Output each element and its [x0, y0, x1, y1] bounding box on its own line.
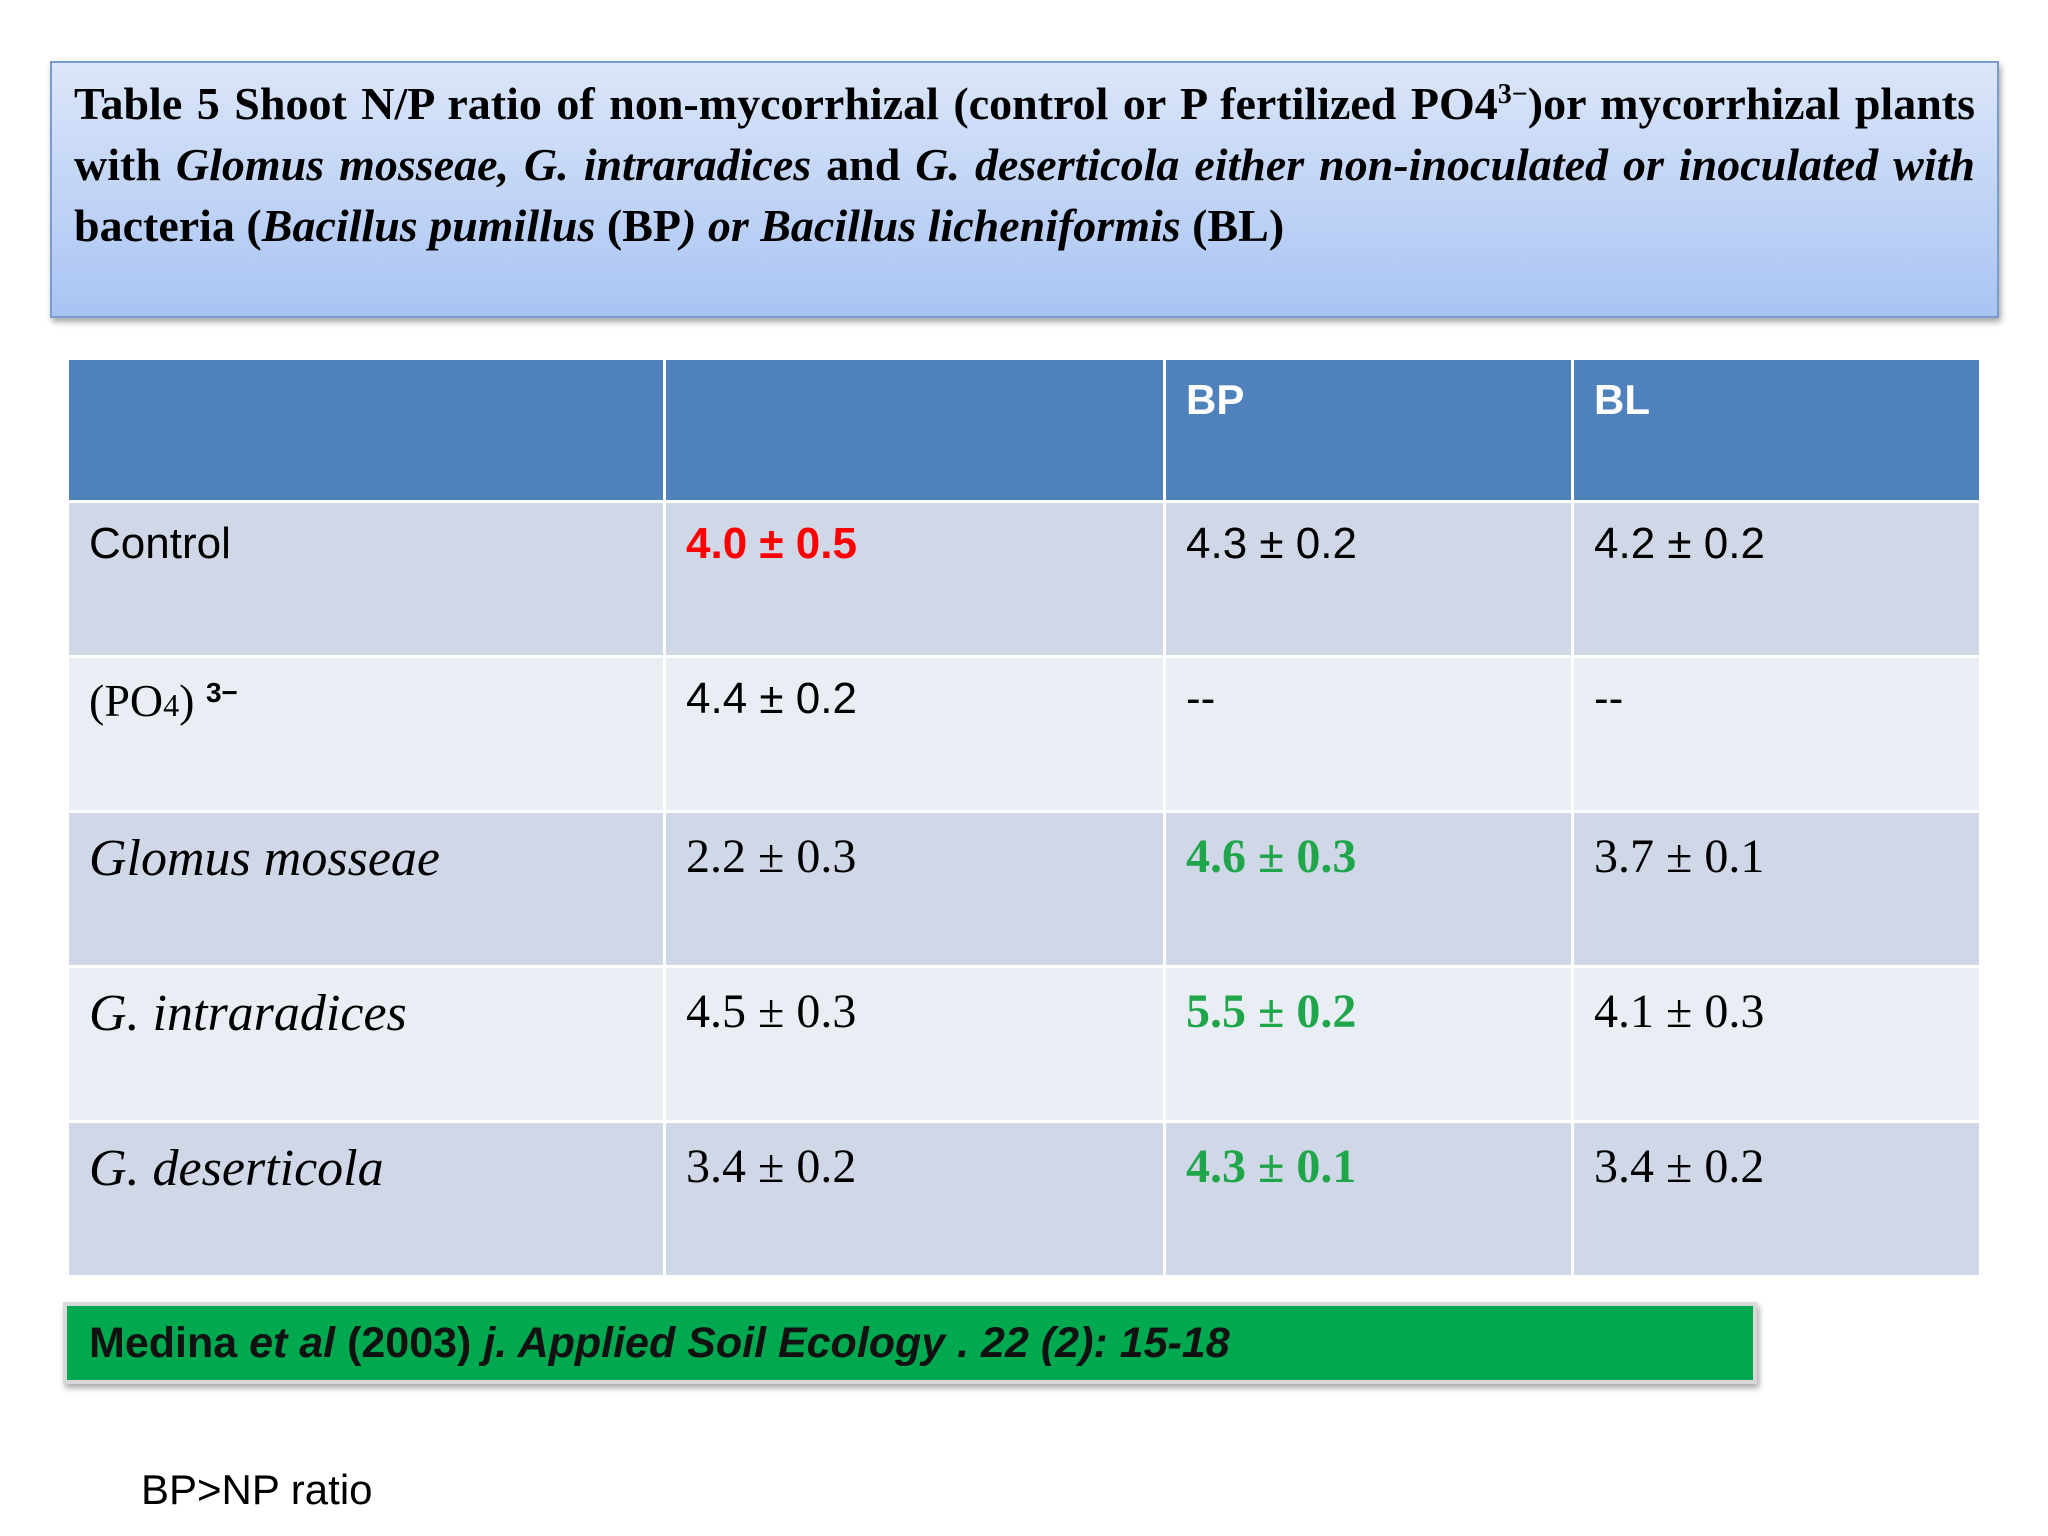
table-cell: 4.2 ± 0.2: [1574, 503, 1979, 658]
title-run: (BP: [595, 200, 681, 251]
label-run: G. intraradices: [89, 985, 407, 1042]
table-row: Control 4.0 ± 0.5 4.3 ± 0.2 4.2 ± 0.2: [69, 503, 1979, 658]
table-cell: --: [1166, 658, 1574, 813]
table-cell: 3.4 ± 0.2: [1574, 1123, 1979, 1278]
citation-run: (2003): [335, 1319, 484, 1367]
title-run: and: [811, 139, 916, 190]
citation-box: Medina et al (2003) j. Applied Soil Ecol…: [63, 1302, 1757, 1384]
table-cell: 4.0 ± 0.5: [666, 503, 1166, 658]
title-run: Bacillus pumillus: [261, 200, 596, 251]
title-run: ) or Bacillus licheniformis: [681, 200, 1181, 251]
table-row: Glomus mosseae 2.2 ± 0.3 4.6 ± 0.3 3.7 ± 0.…: [69, 813, 1979, 968]
label-run: 3−: [205, 677, 238, 708]
table-cell: 4.6 ± 0.3: [1166, 813, 1574, 968]
header-cell: [69, 360, 666, 503]
label-run: Glomus mosseae: [89, 830, 440, 887]
title-run: G. deserticola either non-inoculated or …: [915, 139, 1975, 190]
title-run: Table 5 Shoot N/P ratio of non-mycorrhiz…: [74, 78, 1498, 129]
label-run: G. deserticola: [89, 1140, 384, 1197]
header-row: BP BL: [69, 360, 1979, 503]
table-cell: 2.2 ± 0.3: [666, 813, 1166, 968]
table-cell: --: [1574, 658, 1979, 813]
table-cell: 4.5 ± 0.3: [666, 968, 1166, 1123]
table: BP BL Control 4.0 ± 0.5 4.3 ± 0.2 4.2 ± 0.2 (P…: [69, 360, 1979, 1278]
label-run: 4: [163, 687, 180, 723]
label-run: ): [179, 675, 206, 726]
label-run: (PO: [89, 675, 164, 726]
note: BP>NP ratio: [141, 1466, 373, 1513]
title-run: (BL): [1180, 200, 1285, 251]
row-label: Control: [69, 503, 666, 658]
label-run: Control: [89, 519, 231, 568]
table-cell: 5.5 ± 0.2: [1166, 968, 1574, 1123]
header-cell: BP: [1166, 360, 1574, 503]
header-cell: BL: [1574, 360, 1979, 503]
table-row: G. intraradices 4.5 ± 0.3 5.5 ± 0.2 4.1 ± 0…: [69, 968, 1979, 1123]
title-run: bacteria (: [74, 200, 262, 251]
row-label: G. deserticola: [69, 1123, 666, 1278]
row-label: Glomus mosseae: [69, 813, 666, 968]
table-cell: 4.3 ± 0.2: [1166, 503, 1574, 658]
citation-run: et al: [249, 1319, 336, 1367]
header-cell: [666, 360, 1166, 503]
citation-run: Medina: [89, 1319, 250, 1367]
table-cell: 4.1 ± 0.3: [1574, 968, 1979, 1123]
title-run: Glomus mosseae, G. intraradices: [175, 139, 812, 190]
citation-run: j. Applied Soil Ecology . 22 (2): 15-18: [483, 1319, 1230, 1367]
row-label: G. intraradices: [69, 968, 666, 1123]
table-cell: 3.7 ± 0.1: [1574, 813, 1979, 968]
table-cell: 4.3 ± 0.1: [1166, 1123, 1574, 1278]
title-run: )or mycorrhizal plants with: [74, 78, 1976, 190]
title-run: 3−: [1497, 79, 1528, 110]
table-cell: 3.4 ± 0.2: [666, 1123, 1166, 1278]
table-row: G. deserticola 3.4 ± 0.2 4.3 ± 0.1 3.4 ± 0.…: [69, 1123, 1979, 1278]
table-row: (PO4) 3− 4.4 ± 0.2 -- --: [69, 658, 1979, 813]
title-box: Table 5 Shoot N/P ratio of non-mycorrhiz…: [50, 61, 1999, 318]
row-label: (PO4) 3−: [69, 658, 666, 813]
table-cell: 4.4 ± 0.2: [666, 658, 1166, 813]
